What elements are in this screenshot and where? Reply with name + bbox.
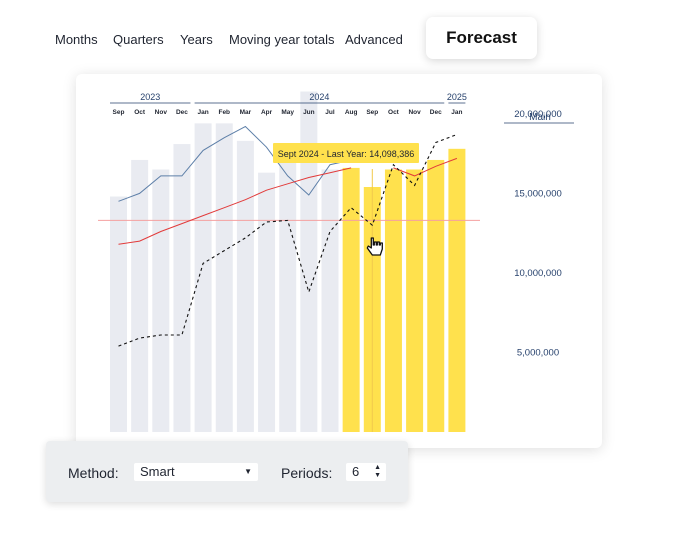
forecast-bar [427, 159, 445, 433]
actual-bar [236, 140, 254, 432]
actual-bar [300, 91, 318, 432]
periods-value: 6 [352, 464, 360, 479]
periods-stepper[interactable]: 6 ▲ ▼ [346, 463, 386, 481]
forecast-controls: Method: Smart ▼ Periods: 6 ▲ ▼ [46, 441, 408, 502]
actual-bar [194, 123, 212, 432]
month-tick-label: Jun [303, 109, 315, 116]
month-tick-label: Dec [430, 109, 442, 116]
tooltip: Sept 2024 - Last Year: 14,098,386 [273, 143, 419, 163]
tab-quarters[interactable]: Quarters [113, 32, 164, 47]
actual-bar [215, 123, 233, 432]
chevron-down-icon: ▼ [244, 467, 252, 476]
month-tick-label: Jan [451, 109, 462, 116]
month-tick-label: May [281, 109, 294, 116]
tooltip-text: Sept 2024 - Last Year: 14,098,386 [278, 149, 415, 159]
actual-bar [152, 169, 170, 432]
y-tick-label: 15,000,000 [514, 188, 562, 199]
axis-title: Main [529, 112, 551, 123]
forecast-bar [342, 167, 360, 432]
tab-months[interactable]: Months [55, 32, 98, 47]
forecast-bar [448, 148, 466, 432]
month-tick-label: Nov [155, 109, 168, 116]
month-tick-label: Nov [408, 109, 421, 116]
year-label: 2025 [447, 92, 467, 102]
periods-label: Periods: [281, 465, 333, 481]
month-tick-label: Sep [113, 109, 125, 116]
month-tick-label: Sep [366, 109, 378, 116]
series-line-solid-red [393, 157, 458, 177]
series-line-solid-blue [118, 125, 352, 202]
tab-advanced[interactable]: Advanced [345, 32, 403, 47]
series-line-solid-red [118, 167, 352, 245]
actual-bar [110, 196, 127, 432]
actual-bar [131, 159, 149, 433]
tab-moving-year-totals[interactable]: Moving year totals [229, 32, 335, 47]
chart-card: 2023 2024 2025 Sep Oct Nov Dec Jan Feb Mar Apr May J… [76, 74, 602, 448]
year-label: 2024 [309, 92, 329, 102]
method-label: Method: [68, 465, 119, 481]
month-tick-label: Oct [134, 109, 146, 116]
forecast-bar [384, 169, 402, 432]
tab-forecast[interactable]: Forecast [426, 17, 537, 59]
month-tick-label: Dec [176, 109, 188, 116]
month-tick-label: Apr [261, 109, 273, 116]
month-tick-label: Mar [240, 109, 252, 116]
year-label: 2023 [140, 92, 160, 102]
method-select[interactable]: Smart ▼ [134, 463, 258, 481]
y-tick-label: 5,000,000 [517, 347, 559, 358]
month-tick-label: Oct [388, 109, 400, 116]
y-tick-label: 20,000,000 [514, 109, 562, 120]
stepper-arrows-icon[interactable]: ▲ ▼ [374, 464, 381, 479]
forecast-chart[interactable]: 2023 2024 2025 Sep Oct Nov Dec Jan Feb Mar Apr May J… [76, 74, 602, 448]
hand-cursor-icon [366, 237, 383, 256]
month-tick-label: Aug [345, 109, 358, 116]
method-value: Smart [140, 464, 175, 479]
forecast-bar [406, 169, 424, 432]
month-tick-label: Jan [197, 109, 208, 116]
series-line-dashed-black [118, 133, 458, 347]
hand-cursor-shape [366, 237, 383, 256]
tooltip-box [273, 143, 419, 163]
month-tick-label: Feb [218, 109, 230, 116]
actual-bar [258, 172, 276, 432]
actual-bar [173, 144, 191, 432]
month-tick-label: Jul [325, 109, 335, 116]
tab-years[interactable]: Years [180, 32, 213, 47]
period-tabs: Months Quarters Years Moving year totals… [0, 0, 700, 70]
actual-bar [279, 156, 297, 432]
actual-bar [321, 169, 339, 432]
y-tick-label: 10,000,000 [514, 268, 562, 279]
